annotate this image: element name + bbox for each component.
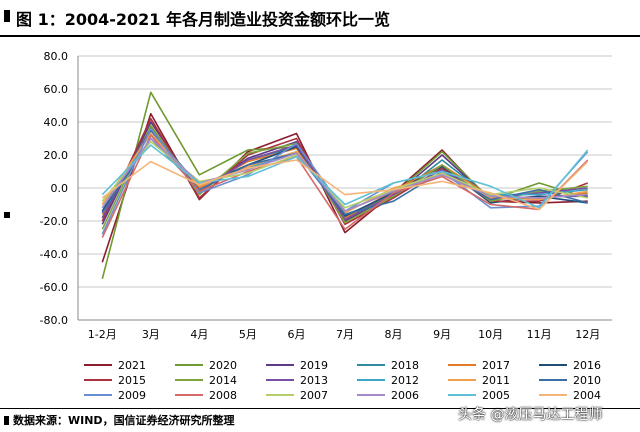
y-tick-label: 80.0 — [44, 50, 69, 63]
series-line-2004 — [101, 159, 589, 211]
legend-label: 2015 — [118, 374, 146, 387]
y-tick-label: -80.0 — [40, 314, 68, 327]
source-text: 数据来源：WIND，国信证券经济研究所整理 — [13, 414, 235, 427]
y-tick-label: -20.0 — [40, 215, 68, 228]
y-tick-label: 0.0 — [51, 182, 69, 195]
legend-label: 2013 — [300, 374, 328, 387]
page-title: 图 1：2004-2021 年各月制造业投资金额环比一览 — [16, 10, 390, 29]
legend-label: 2009 — [118, 389, 146, 402]
legend-label: 2004 — [573, 389, 601, 402]
source-divider — [0, 408, 640, 409]
legend-label: 2005 — [482, 389, 510, 402]
y-tick-label: -40.0 — [40, 248, 68, 261]
x-tick-label: 5月 — [239, 328, 257, 341]
y-tick-label: 20.0 — [44, 149, 69, 162]
legend-label: 2018 — [391, 359, 419, 372]
legend-label: 2016 — [573, 359, 601, 372]
series-line-2020 — [101, 91, 588, 280]
line-chart: 80.0 60.0 40.0 20.0 0.0 -20.0 -40.0 -60.0 -80.0 1… — [40, 50, 612, 402]
legend-label: 2008 — [209, 389, 237, 402]
x-tick-label: 3月 — [142, 328, 160, 341]
y-tick-label: -60.0 — [40, 281, 68, 294]
series-line-2005 — [101, 144, 589, 209]
series-line-2008 — [101, 134, 589, 238]
legend-label: 2019 — [300, 359, 328, 372]
legend-label: 2012 — [391, 374, 419, 387]
x-tick-label: 10月 — [478, 328, 503, 341]
legend-label: 2011 — [482, 374, 510, 387]
x-tick-label: 12月 — [575, 328, 600, 341]
x-tick-label: 6月 — [287, 328, 305, 341]
x-tick-label: 8月 — [385, 328, 403, 341]
x-tick-label: 1-2月 — [88, 328, 117, 341]
x-tick-label: 7月 — [336, 328, 354, 341]
legend-label: 2020 — [209, 359, 237, 372]
legend-label: 2014 — [209, 374, 237, 387]
series-line-2010 — [101, 137, 588, 216]
x-tick-label: 11月 — [527, 328, 552, 341]
y-tick-label: 60.0 — [44, 83, 69, 96]
legend-label: 2021 — [118, 359, 146, 372]
legend-label: 2017 — [482, 359, 510, 372]
source-marker — [4, 416, 9, 425]
legend-label: 2010 — [573, 374, 601, 387]
title-divider — [0, 35, 640, 37]
x-tick-label: 4月 — [190, 328, 208, 341]
legend-label: 2007 — [300, 389, 328, 402]
x-tick-label: 9月 — [433, 328, 451, 341]
title-bar: 图 1：2004-2021 年各月制造业投资金额环比一览 — [0, 0, 640, 36]
source-note: 数据来源：WIND，国信证券经济研究所整理 — [4, 412, 235, 428]
watermark: 头条 @液压马达工程师 — [458, 407, 603, 423]
legend-label: 2006 — [391, 389, 419, 402]
series-line-2006 — [101, 137, 588, 212]
side-marker — [4, 212, 10, 218]
y-tick-label: 40.0 — [44, 116, 69, 129]
title-marker — [4, 10, 10, 22]
